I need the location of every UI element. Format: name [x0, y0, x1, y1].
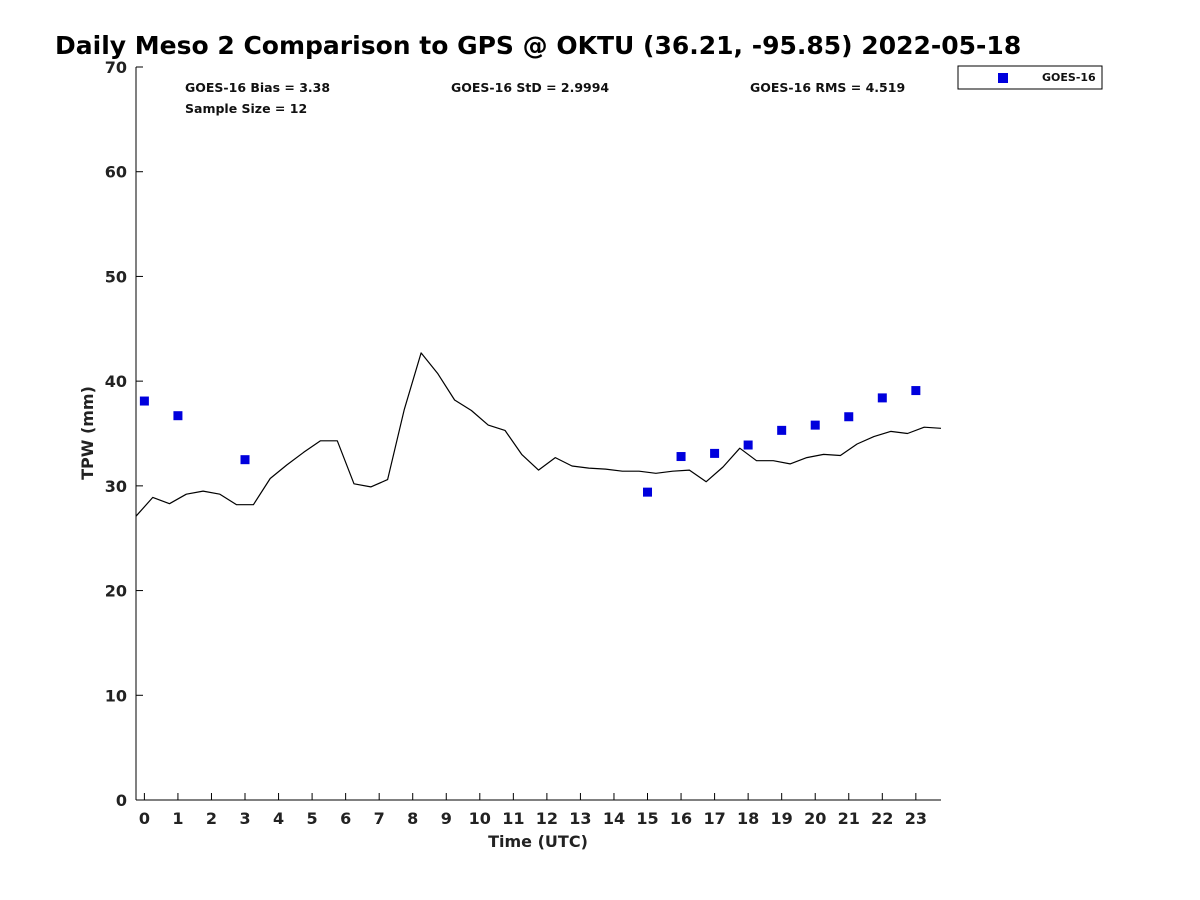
goes16-point: [676, 452, 686, 462]
x-tick-label: 15: [636, 809, 658, 828]
legend-label-goes16: GOES-16: [1042, 71, 1096, 84]
goes16-point: [911, 386, 921, 396]
y-axis-title: TPW (mm): [78, 386, 97, 480]
std-stat: GOES-16 StD = 2.9994: [451, 80, 609, 95]
x-tick-label: 5: [307, 809, 318, 828]
x-tick-label: 9: [441, 809, 452, 828]
x-tick-label: 13: [569, 809, 591, 828]
goes16-point: [710, 448, 720, 458]
x-tick-label: 21: [838, 809, 860, 828]
y-tick-label: 0: [116, 791, 127, 810]
x-axis-title: Time (UTC): [488, 832, 588, 851]
y-tick-label: 50: [105, 267, 127, 286]
x-tick-label: 4: [273, 809, 284, 828]
goes16-point: [777, 425, 787, 435]
gps-tpw-line: [135, 352, 942, 517]
goes16-point: [877, 393, 887, 403]
rms-stat: GOES-16 RMS = 4.519: [750, 80, 905, 95]
x-axis-ticks: 0 1 2 3 4 5 6 7 8 9 10 11 12 13 14 15 16 17 18 19 20 21 22 23: [139, 793, 927, 828]
goes16-point: [844, 412, 854, 422]
y-tick-label: 10: [105, 686, 127, 705]
x-tick-label: 1: [172, 809, 183, 828]
x-tick-label: 14: [603, 809, 625, 828]
x-tick-label: 2: [206, 809, 217, 828]
x-tick-label: 7: [374, 809, 385, 828]
x-tick-label: 10: [469, 809, 491, 828]
y-tick-label: 30: [105, 477, 127, 496]
y-tick-label: 70: [105, 58, 127, 77]
x-tick-label: 11: [502, 809, 524, 828]
goes16-point: [139, 396, 149, 406]
x-tick-label: 8: [407, 809, 418, 828]
series-layer: [135, 352, 942, 517]
legend-box: [957, 65, 1103, 90]
x-tick-label: 22: [871, 809, 893, 828]
x-tick-label: 19: [771, 809, 793, 828]
goes16-point: [173, 411, 183, 421]
x-tick-label: 18: [737, 809, 759, 828]
chart-title: Daily Meso 2 Comparison to GPS @ OKTU (3…: [55, 31, 1021, 60]
x-tick-label: 3: [239, 809, 250, 828]
x-tick-label: 0: [139, 809, 150, 828]
goes16-point: [240, 455, 250, 465]
x-tick-label: 16: [670, 809, 692, 828]
y-tick-label: 40: [105, 372, 127, 391]
x-tick-label: 12: [536, 809, 558, 828]
y-tick-label: 60: [105, 163, 127, 182]
x-tick-label: 23: [905, 809, 927, 828]
legend-marker-goes16: [998, 73, 1008, 83]
x-tick-label: 17: [703, 809, 725, 828]
goes16-point: [810, 420, 820, 430]
legend: GOES-16: [957, 65, 1103, 90]
goes16-point: [743, 440, 753, 450]
x-tick-label: 20: [804, 809, 826, 828]
goes16-point: [643, 487, 653, 497]
bias-stat: GOES-16 Bias = 3.38: [185, 80, 330, 95]
sample-size-stat: Sample Size = 12: [185, 101, 307, 116]
y-tick-label: 20: [105, 582, 127, 601]
x-tick-label: 6: [340, 809, 351, 828]
y-axis-ticks: 0 10 20 30 40 50 60 70: [105, 58, 143, 810]
